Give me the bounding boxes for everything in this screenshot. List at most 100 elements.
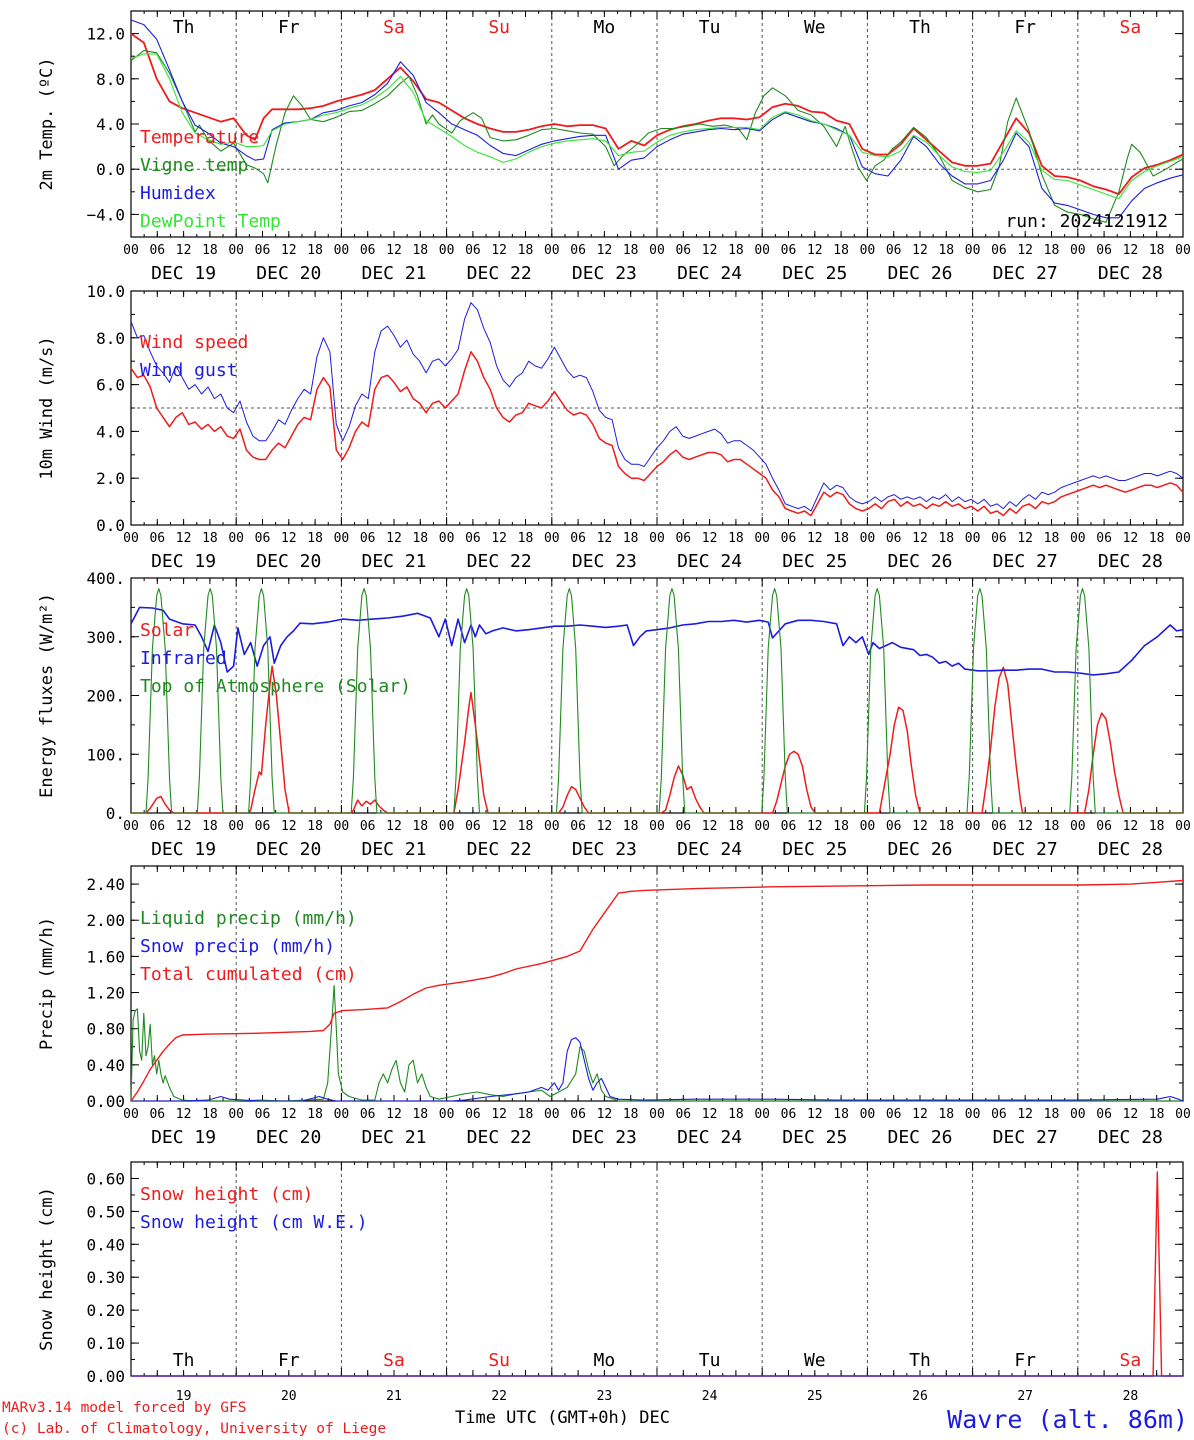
temperature-legend-entry: DewPoint Temp (140, 211, 281, 232)
snow-weekday-label: Th (173, 1350, 195, 1371)
temperature-y-tick-label: 8.0 (96, 70, 125, 89)
precip-hour-tick-label: 06 (149, 1107, 165, 1122)
energy-hour-tick-label: 18 (833, 819, 849, 834)
precip-hour-tick-label: 06 (675, 1107, 691, 1122)
energy-y-tick-label: 0. (106, 804, 125, 823)
wind-hour-tick-label: 00 (1070, 531, 1086, 546)
energy-hour-tick-label: 12 (1123, 819, 1139, 834)
snow-weekday-label: Fr (278, 1350, 300, 1371)
wind-date-label: DEC 25 (782, 551, 847, 572)
precip-hour-tick-label: 18 (623, 1107, 639, 1122)
energy-y-tick-label: 400. (86, 569, 125, 588)
wind-hour-tick-label: 18 (518, 531, 534, 546)
temperature-hour-tick-label: 06 (1096, 243, 1112, 258)
snow-weekday-label: Su (488, 1350, 510, 1371)
temperature-hour-tick-label: 00 (1175, 243, 1191, 258)
snow-legend-entry: Snow height (cm W.E.) (140, 1212, 368, 1233)
precip-hour-tick-label: 00 (754, 1107, 770, 1122)
wind-hour-tick-label: 12 (386, 531, 402, 546)
energy-hour-tick-label: 06 (465, 819, 481, 834)
wind-legend-entry: Wind gust (140, 360, 238, 381)
wind-hour-tick-label: 06 (675, 531, 691, 546)
precip-date-label: DEC 21 (361, 1127, 426, 1148)
wind-y-tick-label: 0.0 (96, 516, 125, 535)
snow-weekday-label: We (804, 1350, 826, 1371)
temperature-weekday-label: Mo (594, 17, 616, 38)
temperature-hour-tick-label: 18 (307, 243, 323, 258)
temperature-hour-tick-label: 06 (570, 243, 586, 258)
precip-hour-tick-label: 12 (597, 1107, 613, 1122)
energy-legend-entry: Top of Atmosphere (Solar) (140, 676, 411, 697)
snow-y-axis-label: Snow height (cm) (37, 1187, 57, 1351)
temperature-hour-tick-label: 18 (1044, 243, 1060, 258)
energy-y-tick-label: 100. (86, 745, 125, 764)
wind-hour-tick-label: 18 (412, 531, 428, 546)
precip-hour-tick-label: 18 (1044, 1107, 1060, 1122)
temperature-date-label: DEC 26 (887, 263, 952, 284)
chart-snow: 0.60 0.50 0.40 0.30 0.20 0.10 0.00 Snow height … (37, 1161, 1184, 1404)
temperature-y-tick-label: 12.0 (86, 25, 125, 44)
precip-hour-tick-label: 18 (412, 1107, 428, 1122)
precip-hour-tick-label: 06 (1096, 1107, 1112, 1122)
energy-hour-tick-label: 06 (781, 819, 797, 834)
wind-hour-tick-label: 18 (728, 531, 744, 546)
energy-date-label: DEC 26 (887, 839, 952, 860)
energy-y-axis-label: Energy fluxes (W/m²) (37, 593, 57, 798)
precip-hour-tick-label: 18 (202, 1107, 218, 1122)
temperature-hour-tick-label: 00 (439, 243, 455, 258)
snow-day-number: 20 (281, 1389, 297, 1404)
energy-hour-tick-label: 18 (1044, 819, 1060, 834)
wind-date-label: DEC 28 (1098, 551, 1163, 572)
precip-hour-tick-label: 00 (1070, 1107, 1086, 1122)
temperature-hour-tick-label: 18 (1149, 243, 1165, 258)
precip-hour-tick-label: 12 (386, 1107, 402, 1122)
snow-weekday-label: Sa (1120, 1350, 1142, 1371)
credit-line-2: (c) Lab. of Climatology, University of L… (2, 1421, 386, 1437)
energy-hour-tick-label: 18 (307, 819, 323, 834)
snow-day-number: 21 (386, 1389, 402, 1404)
precip-hour-tick-label: 18 (938, 1107, 954, 1122)
wind-hour-tick-label: 00 (544, 531, 560, 546)
wind-hour-tick-label: 00 (334, 531, 350, 546)
temperature-hour-tick-label: 18 (833, 243, 849, 258)
wind-y-tick-label: 6.0 (96, 376, 125, 395)
temperature-hour-tick-label: 06 (149, 243, 165, 258)
energy-series-top-of-atmosphere-solar- (131, 588, 1183, 814)
energy-hour-tick-label: 12 (597, 819, 613, 834)
wind-hour-tick-label: 06 (465, 531, 481, 546)
wind-hour-tick-label: 12 (176, 531, 192, 546)
energy-hour-tick-label: 12 (386, 819, 402, 834)
wind-hour-tick-label: 12 (281, 531, 297, 546)
temperature-hour-tick-label: 18 (518, 243, 534, 258)
temperature-date-label: DEC 27 (993, 263, 1058, 284)
wind-legend-entry: Wind speed (140, 332, 248, 353)
wind-hour-tick-label: 18 (1044, 531, 1060, 546)
energy-series-infrared (130, 606, 1184, 676)
wind-date-label: DEC 22 (467, 551, 532, 572)
precip-hour-tick-label: 12 (1123, 1107, 1139, 1122)
chart-temperature: 12.0 8.0 4.0 0.0 −4.0 2m Temp. (ºC) 00 06 12 18 00… (37, 10, 1191, 284)
temperature-y-tick-label: 0.0 (96, 160, 125, 179)
precip-hour-tick-label: 06 (255, 1107, 271, 1122)
temperature-hour-tick-label: 06 (675, 243, 691, 258)
energy-legend-entry: Infrared (140, 648, 227, 669)
energy-date-label: DEC 22 (467, 839, 532, 860)
precip-hour-tick-label: 12 (176, 1107, 192, 1122)
precip-series-snow-precip-mm-h- (131, 1037, 1184, 1102)
energy-hour-tick-label: 00 (123, 819, 139, 834)
energy-date-label: DEC 23 (572, 839, 637, 860)
energy-date-label: DEC 19 (151, 839, 216, 860)
precip-hour-tick-label: 12 (491, 1107, 507, 1122)
precip-y-tick-label: 1.60 (86, 947, 125, 966)
energy-hour-tick-label: 18 (938, 819, 954, 834)
snow-weekday-label: Mo (594, 1350, 616, 1371)
snow-legend-entry: Snow height (cm) (140, 1184, 313, 1205)
precip-y-tick-label: 0.40 (86, 1056, 125, 1075)
temperature-hour-tick-label: 18 (202, 243, 218, 258)
temperature-hour-tick-label: 00 (754, 243, 770, 258)
energy-hour-tick-label: 18 (518, 819, 534, 834)
energy-hour-tick-label: 18 (728, 819, 744, 834)
wind-hour-tick-label: 12 (912, 531, 928, 546)
precip-hour-tick-label: 18 (307, 1107, 323, 1122)
temperature-date-label: DEC 25 (782, 263, 847, 284)
